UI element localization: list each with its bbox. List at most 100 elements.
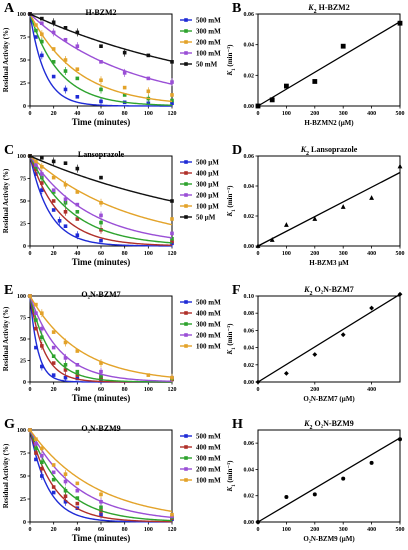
data-point xyxy=(28,294,32,298)
legend-label: 300 mM xyxy=(196,321,221,329)
data-point xyxy=(51,47,56,51)
x-tick-label: 100 xyxy=(144,251,153,257)
data-point xyxy=(99,175,103,180)
legend-marker xyxy=(184,344,188,348)
data-point xyxy=(369,460,374,465)
legend-label: 200 mM xyxy=(196,332,221,340)
title-subscript: 2 xyxy=(306,151,309,157)
y-tick-label: 100 xyxy=(17,428,26,434)
y-tick-label: 0.10 xyxy=(244,294,255,300)
ylabel-symbol: K xyxy=(226,486,234,493)
x-axis-label: H-BZM3 μM xyxy=(309,259,349,267)
data-point xyxy=(75,481,80,486)
data-point xyxy=(34,451,38,455)
data-point xyxy=(170,101,174,106)
title-subscript: 2 xyxy=(314,9,317,15)
data-point xyxy=(34,159,38,164)
legend-label: 500 mM xyxy=(196,433,221,441)
x-tick-label: 0 xyxy=(29,251,32,257)
y-tick-label: 0.00 xyxy=(244,104,255,110)
x-tick-label: 200 xyxy=(310,111,319,117)
data-point xyxy=(34,345,38,350)
y-tick-label: 25 xyxy=(20,222,26,228)
legend-label: 100 μM xyxy=(196,203,219,211)
data-point xyxy=(51,175,56,180)
panel-letter: E xyxy=(4,283,13,298)
y-axis-label: Residual Activity (%) xyxy=(2,168,10,233)
data-point xyxy=(40,21,44,25)
y-tick-label: 0 xyxy=(23,104,26,110)
data-point xyxy=(40,16,44,21)
data-point xyxy=(34,446,38,451)
data-point xyxy=(255,103,261,109)
x-axis-label: O₂N-BZM7 (μM) xyxy=(303,395,355,403)
data-point xyxy=(146,53,151,58)
y-tick-label: 0.02 xyxy=(244,494,255,500)
data-point xyxy=(51,361,56,365)
ylabel-subscript: 1 xyxy=(232,484,237,487)
legend-marker xyxy=(184,204,188,208)
y-tick-label: 0.06 xyxy=(244,441,255,447)
legend-label: 400 μM xyxy=(196,170,219,178)
chart-title: H-BZM2 xyxy=(85,8,116,17)
x-tick-label: 300 xyxy=(339,251,348,257)
x-tick-label: 100 xyxy=(282,111,291,117)
y-tick-label: 75 xyxy=(20,316,26,322)
data-point xyxy=(51,373,56,377)
data-point xyxy=(34,326,38,331)
data-point xyxy=(170,231,174,236)
data-point xyxy=(75,363,80,367)
y-axis-label: Residual Activity (%) xyxy=(2,27,10,92)
y-axis-label: K1 (min⁻¹) xyxy=(226,460,237,493)
legend-marker xyxy=(184,311,188,315)
x-tick-label: 400 xyxy=(367,387,376,393)
data-point xyxy=(312,492,317,497)
x-axis-label: Time (minutes) xyxy=(72,393,131,403)
chart-title: O₂N-BZM7 xyxy=(81,290,120,299)
x-tick-label: 200 xyxy=(310,251,319,257)
ylabel-subscript: 1 xyxy=(232,68,237,71)
x-tick-label: 100 xyxy=(282,527,291,533)
data-point xyxy=(99,44,103,48)
title-symbol: K xyxy=(300,145,307,154)
plot-frame xyxy=(257,429,401,523)
data-point xyxy=(255,243,261,248)
data-point xyxy=(369,195,374,200)
data-point xyxy=(51,354,56,358)
title-text: O₂N-BZM9 xyxy=(313,419,354,428)
y-axis-label: K1 (min⁻¹) xyxy=(226,323,237,356)
x-tick-label: 40 xyxy=(74,251,80,257)
y-tick-label: 0.06 xyxy=(244,328,255,334)
ylabel-text: (min⁻¹) xyxy=(226,460,234,485)
data-point xyxy=(34,311,38,315)
fit-curve xyxy=(29,155,172,247)
x-tick-label: 40 xyxy=(74,111,80,117)
y-tick-label: 100 xyxy=(17,154,26,160)
legend-marker xyxy=(184,434,188,438)
data-point xyxy=(34,318,38,322)
y-tick-label: 0 xyxy=(23,520,26,526)
data-point xyxy=(312,352,318,357)
data-point xyxy=(63,161,68,165)
panel-letter: G xyxy=(4,417,15,432)
y-axis-label: K1 (min⁻¹) xyxy=(226,44,237,77)
legend-marker xyxy=(184,51,188,55)
y-tick-label: 0.00 xyxy=(244,380,255,386)
x-tick-label: 500 xyxy=(396,251,405,257)
y-tick-label: 0.02 xyxy=(244,73,255,79)
data-point xyxy=(34,35,38,39)
x-tick-label: 400 xyxy=(367,111,376,117)
title-text: H-BZM2 xyxy=(317,3,350,12)
x-tick-label: 120 xyxy=(168,251,177,257)
y-tick-label: 100 xyxy=(17,294,26,300)
y-tick-label: 25 xyxy=(20,497,26,503)
x-axis-label: Time (minutes) xyxy=(72,533,131,543)
title-text: O₂N-BZM7 xyxy=(313,285,354,294)
y-tick-label: 50 xyxy=(20,474,26,480)
data-point xyxy=(51,470,56,475)
data-point xyxy=(40,156,44,160)
data-point xyxy=(28,154,32,158)
y-tick-label: 0.06 xyxy=(244,12,255,18)
ylabel-symbol: K xyxy=(226,211,234,218)
